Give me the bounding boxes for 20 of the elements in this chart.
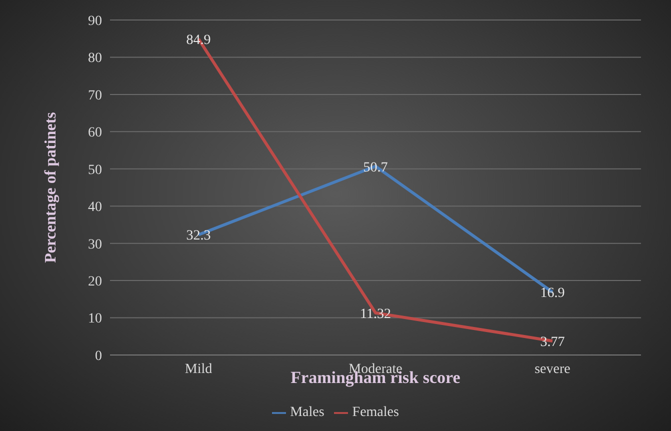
y-tick-label: 60 bbox=[88, 126, 102, 141]
x-tick-label: severe bbox=[534, 362, 570, 377]
y-tick-label: 70 bbox=[88, 88, 102, 104]
data-label: 32.3 bbox=[186, 228, 211, 244]
data-label: 3.77 bbox=[540, 334, 565, 350]
y-tick-label: 20 bbox=[88, 274, 102, 290]
legend-label: Females bbox=[352, 405, 399, 420]
data-label: 16.9 bbox=[540, 286, 565, 302]
data-label: 11.32 bbox=[360, 306, 391, 322]
y-tick-label: 80 bbox=[88, 51, 102, 66]
y-axis-title: Percentage of patinets bbox=[42, 112, 60, 263]
y-tick-label: 30 bbox=[88, 237, 102, 252]
data-label: 84.9 bbox=[186, 32, 211, 48]
y-tick-label: 40 bbox=[88, 200, 102, 216]
y-tick-label: 50 bbox=[88, 162, 102, 178]
x-tick-label: Mild bbox=[184, 362, 212, 377]
legend-label: Males bbox=[290, 405, 324, 420]
y-tick-label: 0 bbox=[95, 348, 102, 364]
y-tick-label: 90 bbox=[88, 14, 102, 29]
y-tick-label: 10 bbox=[88, 312, 102, 327]
